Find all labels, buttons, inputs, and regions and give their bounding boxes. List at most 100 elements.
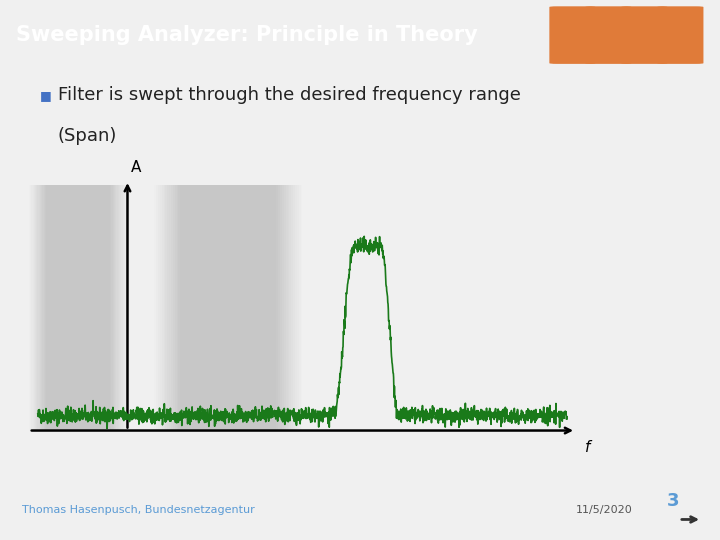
Bar — [297, 185, 299, 430]
Bar — [70, 185, 71, 430]
Bar — [273, 185, 274, 430]
Bar — [189, 185, 192, 430]
Text: 11/5/2020: 11/5/2020 — [576, 505, 633, 515]
Bar — [173, 185, 175, 430]
Bar — [215, 185, 217, 430]
Bar — [30, 185, 31, 430]
Bar — [82, 185, 83, 430]
Bar — [83, 185, 84, 430]
Bar — [78, 185, 79, 430]
Bar — [292, 185, 293, 430]
Bar — [208, 185, 210, 430]
Bar — [68, 185, 70, 430]
Bar — [91, 185, 93, 430]
Bar — [195, 185, 197, 430]
Text: A: A — [131, 160, 142, 176]
Bar — [228, 185, 230, 430]
Bar — [234, 185, 235, 430]
Bar — [289, 185, 292, 430]
Bar — [245, 185, 247, 430]
Bar — [175, 185, 176, 430]
Bar — [269, 185, 271, 430]
Bar — [105, 185, 107, 430]
Bar — [84, 185, 86, 430]
Bar — [107, 185, 108, 430]
Bar — [206, 185, 208, 430]
Bar — [53, 185, 55, 430]
Bar — [51, 185, 53, 430]
Bar — [282, 185, 284, 430]
Bar — [72, 185, 73, 430]
Text: Thomas Hasenpusch, Bundesnetzagentur: Thomas Hasenpusch, Bundesnetzagentur — [22, 505, 254, 515]
Bar — [188, 185, 189, 430]
Bar — [37, 185, 39, 430]
Bar — [184, 185, 186, 430]
Bar — [163, 185, 166, 430]
Bar — [121, 185, 122, 430]
Bar — [241, 185, 243, 430]
Bar — [108, 185, 109, 430]
Bar — [230, 185, 232, 430]
Bar — [186, 185, 188, 430]
Bar — [36, 185, 37, 430]
Bar — [104, 185, 105, 430]
Bar — [280, 185, 282, 430]
Bar — [160, 185, 162, 430]
Bar — [274, 185, 276, 430]
Bar — [96, 185, 98, 430]
Bar — [232, 185, 234, 430]
Bar — [171, 185, 173, 430]
Bar — [124, 185, 125, 430]
Bar — [115, 185, 117, 430]
Bar — [76, 185, 77, 430]
Bar — [88, 185, 89, 430]
Bar — [93, 185, 94, 430]
Bar — [264, 185, 266, 430]
Bar — [126, 185, 127, 430]
Bar — [279, 185, 280, 430]
Bar — [60, 185, 61, 430]
Bar — [210, 185, 212, 430]
Bar — [267, 185, 269, 430]
Bar — [74, 185, 76, 430]
Bar — [81, 185, 82, 430]
Bar — [167, 185, 169, 430]
Text: f: f — [585, 440, 590, 455]
Bar — [271, 185, 273, 430]
Bar — [117, 185, 119, 430]
Bar — [86, 185, 87, 430]
Bar — [212, 185, 214, 430]
Bar — [214, 185, 215, 430]
Bar — [42, 185, 44, 430]
Bar — [158, 185, 160, 430]
Bar — [156, 185, 158, 430]
Bar — [63, 185, 65, 430]
Bar — [125, 185, 126, 430]
FancyBboxPatch shape — [657, 6, 703, 64]
Bar — [29, 185, 30, 430]
Bar — [238, 185, 240, 430]
Bar — [260, 185, 261, 430]
Bar — [112, 185, 114, 430]
Bar — [73, 185, 74, 430]
Bar — [40, 185, 41, 430]
Bar — [99, 185, 100, 430]
Text: (Span): (Span) — [58, 126, 117, 145]
Bar — [71, 185, 72, 430]
Bar — [62, 185, 63, 430]
Bar — [119, 185, 120, 430]
FancyBboxPatch shape — [585, 6, 631, 64]
Bar — [276, 185, 279, 430]
Bar — [109, 185, 110, 430]
Bar — [67, 185, 68, 430]
Bar — [235, 185, 238, 430]
Bar — [193, 185, 195, 430]
Bar — [114, 185, 115, 430]
Bar — [266, 185, 267, 430]
Bar — [39, 185, 40, 430]
Bar — [217, 185, 219, 430]
Text: Sweeping Analyzer: Principle in Theory: Sweeping Analyzer: Principle in Theory — [16, 25, 477, 45]
Bar — [58, 185, 60, 430]
Bar — [221, 185, 223, 430]
Bar — [247, 185, 248, 430]
